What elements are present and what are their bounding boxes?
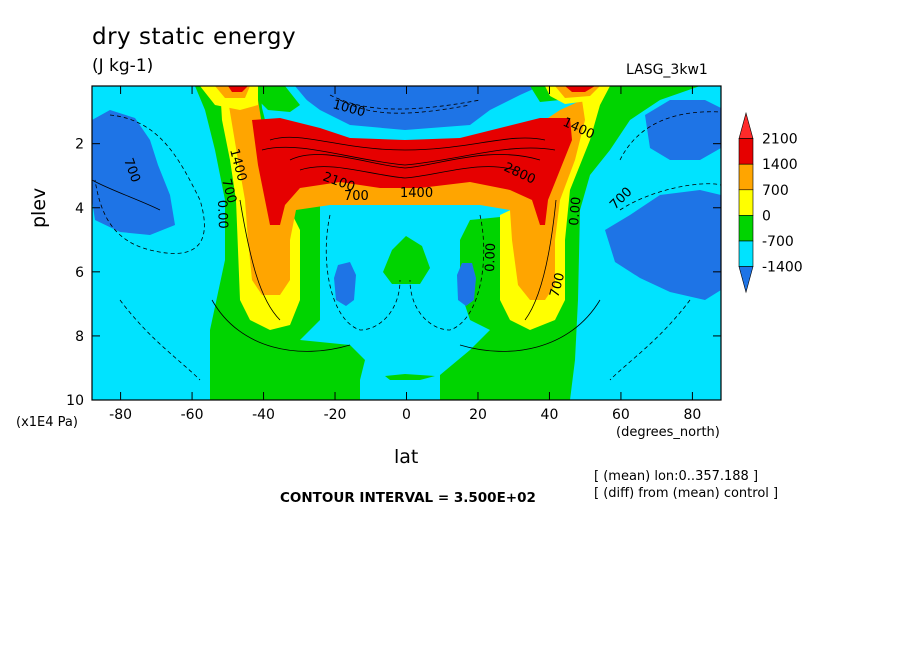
fill-yellow: [220, 86, 610, 330]
colorbar-swatch: [738, 189, 754, 216]
colorbar-label: -700: [762, 234, 794, 250]
colorbar-label: -1400: [762, 260, 803, 276]
colorbar-swatch: [738, 240, 754, 267]
chart-title: dry static energy: [92, 24, 297, 50]
colorbar-label: 700: [762, 183, 789, 199]
y-tick-label: 10: [66, 393, 84, 409]
x-tick-label: 0: [402, 407, 411, 423]
colorbar-top-arrow: [738, 111, 754, 139]
y-axis-ticks: 2 4 6 8 10: [66, 137, 721, 409]
colorbar-swatch: [738, 163, 754, 191]
fill-blue-right: [605, 190, 721, 300]
x-tick-label: -40: [252, 407, 275, 423]
contour-label-000-mid: 0.00: [483, 243, 499, 272]
fill-green-center: [383, 236, 430, 284]
colorbar-label: 1400: [762, 157, 798, 173]
colorbar-bottom-arrow: [738, 266, 754, 294]
dataset-label: LASG_3kw1: [626, 62, 708, 78]
x-tick-label: 80: [683, 407, 701, 423]
y-tick-label: 2: [75, 137, 84, 153]
x-axis-ticks: -80 -60 -40 -20 0 20 40 60 80: [109, 86, 701, 423]
x-tick-label: -60: [181, 407, 204, 423]
note-lon-mean: [ (mean) lon:0..357.188 ]: [594, 469, 759, 484]
colorbar: 2100 1400 700 0 -700 -1400: [738, 111, 803, 294]
fill-blue-right-top: [645, 100, 721, 160]
colorbar-label: 0: [762, 208, 771, 224]
y-tick-label: 4: [75, 201, 84, 217]
x-tick-label: 20: [469, 407, 487, 423]
colorbar-label: 2100: [762, 132, 798, 148]
x-tick-label: 60: [612, 407, 630, 423]
y-tick-label: 6: [75, 265, 84, 281]
contour-fill: [92, 86, 721, 400]
colorbar-swatch: [738, 215, 754, 242]
contour-interval: CONTOUR INTERVAL = 3.500E+02: [280, 490, 536, 506]
fill-top-blue: [290, 86, 540, 130]
fill-blue-mid-left: [334, 262, 356, 306]
contour-label-1400-mid: 1400: [400, 186, 433, 201]
note-diff: [ (diff) from (mean) control ]: [594, 486, 779, 501]
fill-blue-left: [92, 110, 175, 235]
fill-red: [252, 118, 572, 225]
y-tick-label: 8: [75, 329, 84, 345]
contour-label-700-mid: 700: [344, 189, 369, 204]
contour-label-000-left: 0.00: [214, 200, 230, 229]
x-tick-label: -80: [109, 407, 132, 423]
x-axis-units: (degrees_north): [616, 425, 720, 440]
colorbar-swatch: [738, 138, 754, 165]
fill-top-red-right: [565, 86, 595, 92]
chart-subtitle: (J kg-1): [92, 56, 154, 76]
contour-lines: [92, 136, 601, 352]
x-axis-label: lat: [394, 446, 419, 468]
x-tick-label: -20: [324, 407, 347, 423]
fill-top-red-left: [228, 86, 248, 92]
fill-blue-mid-right: [457, 263, 476, 306]
contour-label-700-left2: 700: [218, 177, 239, 205]
contour-lines-dashed: [94, 94, 721, 381]
contour-label-000-right: 0.00: [567, 196, 584, 226]
y-axis-units: (x1E4 Pa): [16, 415, 78, 430]
fill-green-bottom: [385, 374, 435, 380]
x-tick-label: 40: [541, 407, 559, 423]
fill-top-green-left: [255, 86, 300, 112]
contour-label-700-lower: 700: [547, 271, 568, 299]
